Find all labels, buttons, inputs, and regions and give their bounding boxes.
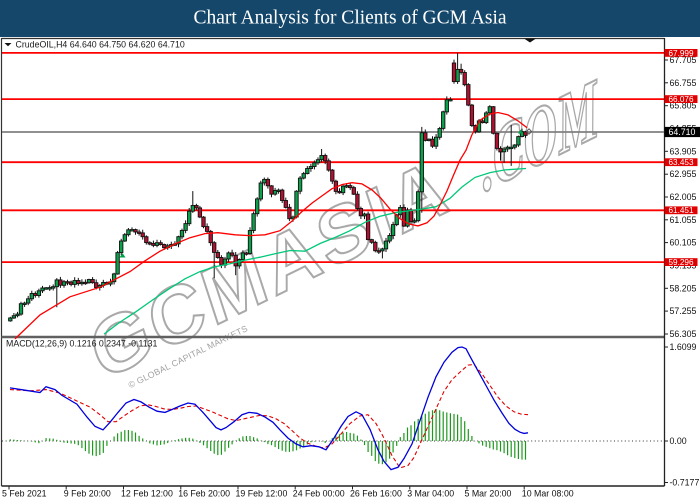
svg-text:62.005: 62.005 bbox=[670, 192, 697, 202]
svg-text:58.205: 58.205 bbox=[670, 283, 697, 293]
svg-text:-0.7177: -0.7177 bbox=[670, 478, 700, 488]
svg-text:19 Feb 12:00: 19 Feb 12:00 bbox=[236, 489, 288, 499]
svg-text:1.6099: 1.6099 bbox=[670, 342, 697, 352]
svg-text:60.105: 60.105 bbox=[670, 238, 697, 248]
svg-text:Chart Analysis for Clients of: Chart Analysis for Clients of GCM Asia bbox=[193, 8, 506, 29]
svg-text:63.453: 63.453 bbox=[669, 158, 694, 167]
svg-text:66.755: 66.755 bbox=[670, 78, 697, 88]
svg-text:56.305: 56.305 bbox=[670, 329, 697, 339]
svg-text:9 Feb 20:00: 9 Feb 20:00 bbox=[64, 489, 111, 499]
svg-text:3 Mar 04:00: 3 Mar 04:00 bbox=[407, 489, 454, 499]
svg-text:CrudeOIL,H4 64.640 64.750 64.: CrudeOIL,H4 64.640 64.750 64.620 64.710 bbox=[16, 40, 185, 50]
svg-text:65.805: 65.805 bbox=[670, 101, 697, 111]
svg-text:61.451: 61.451 bbox=[669, 206, 694, 215]
svg-text:0.00: 0.00 bbox=[670, 436, 687, 446]
svg-text:61.055: 61.055 bbox=[670, 215, 697, 225]
svg-text:62.955: 62.955 bbox=[670, 169, 697, 179]
svg-text:5 Feb 2021: 5 Feb 2021 bbox=[2, 489, 47, 499]
svg-text:24 Feb 00:00: 24 Feb 00:00 bbox=[293, 489, 345, 499]
svg-text:5 Mar 20:00: 5 Mar 20:00 bbox=[465, 489, 512, 499]
svg-text:63.905: 63.905 bbox=[670, 146, 697, 156]
svg-text:57.255: 57.255 bbox=[670, 306, 697, 316]
svg-text:12 Feb 12:00: 12 Feb 12:00 bbox=[121, 489, 173, 499]
svg-text:16 Feb 20:00: 16 Feb 20:00 bbox=[178, 489, 230, 499]
svg-text:66.076: 66.076 bbox=[669, 95, 694, 104]
svg-text:67.999: 67.999 bbox=[669, 49, 694, 58]
svg-text:67.705: 67.705 bbox=[670, 55, 697, 65]
svg-text:MACD(12,26,9) 0.1216 0.2347 -0: MACD(12,26,9) 0.1216 0.2347 -0.1131 bbox=[6, 339, 158, 349]
svg-text:10 Mar 08:00: 10 Mar 08:00 bbox=[522, 489, 574, 499]
svg-text:26 Feb 16:00: 26 Feb 16:00 bbox=[350, 489, 402, 499]
svg-text:59.296: 59.296 bbox=[669, 258, 694, 267]
svg-text:64.710: 64.710 bbox=[669, 127, 696, 137]
